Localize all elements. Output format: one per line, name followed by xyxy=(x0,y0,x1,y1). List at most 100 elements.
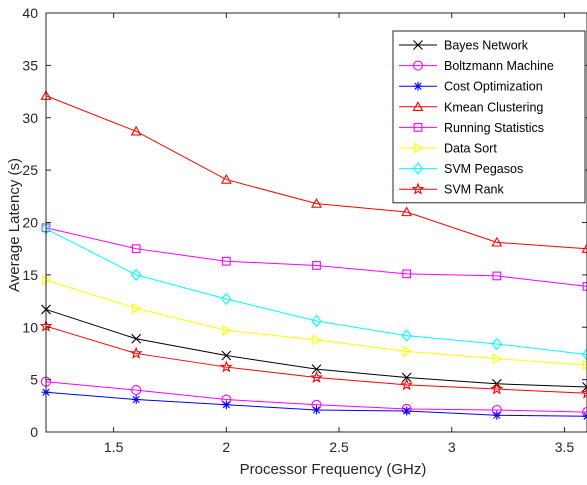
x-axis-title: Processor Frequency (GHz) xyxy=(240,461,427,478)
y-tick-label: 10 xyxy=(22,319,38,335)
data-point-6-4 xyxy=(401,329,412,342)
x-tick-label: 3.5 xyxy=(555,439,575,455)
data-point-5-2 xyxy=(222,324,232,336)
legend-marker-5 xyxy=(413,142,424,154)
data-point-2-2 xyxy=(221,400,231,410)
data-point-3-1 xyxy=(130,125,142,136)
data-point-2-6-d1 xyxy=(583,412,587,418)
y-tick-label: 5 xyxy=(30,372,38,388)
y-tick-label: 25 xyxy=(22,162,38,178)
data-point-0-3 xyxy=(311,364,322,375)
data-point-7-6 xyxy=(580,386,587,399)
data-point-2-1-d2 xyxy=(132,395,140,404)
series-line-3 xyxy=(45,95,587,250)
series-line-4 xyxy=(45,227,587,287)
data-point-5-4 xyxy=(402,345,413,357)
series-line-1 xyxy=(45,381,587,413)
axes: 1.5 2 2.5 3 3.5 0 5 10 15 20 25 30 35 40 xyxy=(22,5,587,455)
data-point-5-5 xyxy=(492,353,503,365)
data-point-5-6 xyxy=(582,359,587,371)
y-tick-label: 30 xyxy=(22,110,38,126)
data-point-0-1 xyxy=(131,333,142,344)
data-point-5-3 xyxy=(312,334,323,346)
x-tick-label: 3 xyxy=(448,439,456,455)
legend-marker-2-d2 xyxy=(414,82,422,90)
data-point-2-3-d2 xyxy=(312,406,321,414)
data-point-4-3 xyxy=(312,261,321,270)
legend-marker-2 xyxy=(413,81,423,91)
x-tick-label: 2 xyxy=(222,439,230,455)
data-point-1-6 xyxy=(581,407,587,418)
data-point-0-4 xyxy=(401,372,412,383)
data-point-4-1 xyxy=(131,244,141,254)
data-point-4-2 xyxy=(221,256,231,266)
data-point-2-5 xyxy=(492,410,502,420)
legend-label-7: SVM Rank xyxy=(444,183,504,197)
y-tick-label: 0 xyxy=(30,424,38,440)
data-point-0-3-b xyxy=(311,364,322,375)
data-point-6-3 xyxy=(311,314,322,328)
x-tick-label: 2.5 xyxy=(329,439,349,455)
y-axis-title: Average Latency (s) xyxy=(6,158,23,292)
y-tick-label: 20 xyxy=(22,215,38,231)
data-point-7-4 xyxy=(400,378,414,391)
data-point-0-2-b xyxy=(221,350,232,361)
data-point-4-4 xyxy=(402,269,412,279)
y-tick-label: 35 xyxy=(22,57,38,73)
legend-label-1: Boltzmann Machine xyxy=(444,59,554,73)
legend-label-4: Running Statistics xyxy=(444,121,544,135)
data-point-0-6-a xyxy=(582,382,587,388)
series-line-7 xyxy=(45,325,587,394)
data-point-5-1 xyxy=(132,302,142,314)
data-point-2-6-d2 xyxy=(583,415,587,420)
data-point-7-3 xyxy=(310,370,323,384)
data-point-2-1 xyxy=(131,395,141,405)
data-point-0-6-b xyxy=(582,386,587,392)
data-point-0-4-b xyxy=(401,372,412,383)
legend-label-3: Kmean Clustering xyxy=(444,100,543,114)
legend-marker-3 xyxy=(412,101,424,111)
legend-marker-1 xyxy=(412,60,424,71)
legend-label-6: SVM Pegasos xyxy=(444,162,523,176)
legend-marker-0 xyxy=(413,40,423,50)
data-point-0-6 xyxy=(582,382,587,392)
data-point-7-5 xyxy=(490,382,504,395)
plot-area xyxy=(39,90,587,421)
x-tick-label: 1.5 xyxy=(104,439,124,455)
data-point-2-4-d2 xyxy=(403,407,411,415)
legend-label-0: Bayes Network xyxy=(444,39,529,53)
legend-marker-7 xyxy=(411,182,425,195)
data-point-0-2 xyxy=(221,350,232,361)
legend-marker-0-b xyxy=(413,40,423,50)
data-point-2-4 xyxy=(402,406,412,416)
data-point-2-6 xyxy=(582,411,587,421)
data-point-3-3 xyxy=(311,198,322,208)
data-point-1-1 xyxy=(131,385,142,396)
data-point-2-2-d2 xyxy=(222,401,230,409)
legend-label-2: Cost Optimization xyxy=(444,80,543,94)
legend-label-5: Data Sort xyxy=(444,142,497,156)
series-line-6 xyxy=(45,228,587,355)
y-tick-label: 15 xyxy=(22,267,38,283)
series-line-5 xyxy=(45,279,587,366)
data-point-2-5-d2 xyxy=(493,411,501,419)
data-point-0-1-b xyxy=(131,333,142,344)
data-point-7-2 xyxy=(219,360,233,373)
data-point-3-5 xyxy=(491,236,503,247)
data-point-7-1 xyxy=(129,346,143,359)
y-tick-label: 40 xyxy=(22,5,38,21)
legend-box xyxy=(392,30,586,204)
data-point-6-1 xyxy=(130,268,142,282)
data-point-3-4 xyxy=(401,206,413,217)
data-point-2-3 xyxy=(312,405,321,415)
data-point-6-2 xyxy=(221,292,232,306)
data-point-3-2 xyxy=(220,173,232,184)
legend: Bayes Network Boltzmann Machine Cost Optim… xyxy=(392,30,586,204)
legend-marker-4 xyxy=(413,123,423,132)
data-point-6-5 xyxy=(491,337,503,351)
data-point-6-6 xyxy=(581,348,587,361)
data-point-3-6 xyxy=(581,243,587,253)
data-point-4-5 xyxy=(492,271,502,281)
legend-marker-6 xyxy=(412,162,424,175)
